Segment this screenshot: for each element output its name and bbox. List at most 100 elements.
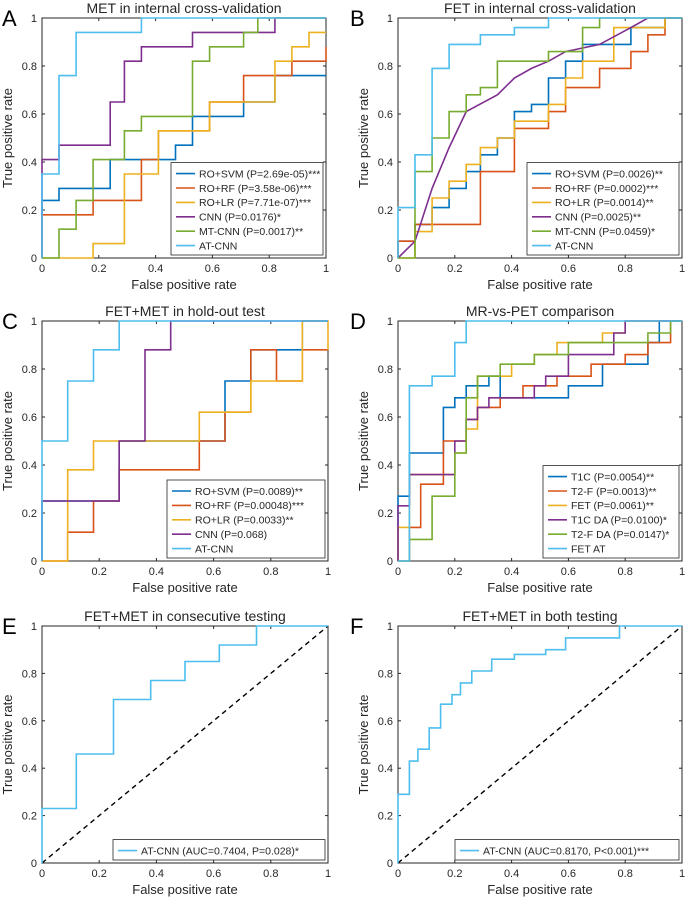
x-tick-label: 0.8 [263,868,278,880]
x-tick-label: 0.4 [149,566,164,578]
x-tick-label: 0 [39,868,45,880]
x-tick-label: 1 [325,566,331,578]
legend-entry: T1C (P=0.0054)** [571,471,654,483]
legend-entry: CNN (P=0.068) [195,529,267,541]
y-tick-label: 0.4 [22,763,37,775]
legend-entry: AT-CNN (AUC=0.7404, P=0.028)* [141,845,299,857]
y-tick-label: 1 [31,316,37,328]
y-axis-label: True positive rate [356,88,371,188]
legend-entry: RO+LR (P=7.71e-07)*** [199,197,311,209]
legend-box [112,839,326,861]
y-tick-label: 1 [387,621,393,633]
roc-series-line [398,320,682,562]
chart-title: MET in internal cross-validation [86,0,281,16]
roc-series-line [41,320,328,561]
x-tick-label: 0.4 [149,868,164,880]
x-tick-label: 1 [325,868,331,880]
legend: RO+SVM (P=0.0026)** RO+RF (P=0.0002)*** RO… [526,162,680,256]
x-tick-label: 0.2 [92,566,107,578]
legend-box [526,162,680,256]
roc-series-line [398,17,682,259]
x-axis-label: False positive rate [132,580,238,595]
y-tick-label: 1 [31,13,37,25]
y-tick-label: 0.4 [22,460,37,472]
panel-letter: D [350,309,366,334]
legend-entry: RO+RF (P=0.00048)*** [195,500,304,512]
legend-entry: AT-CNN (AUC=0.8170, P<0.001)*** [483,845,649,857]
y-tick-label: 0 [31,253,37,265]
legend: RO+SVM (P=0.0089)** RO+RF (P=0.00048)*** R… [166,479,326,559]
chance-diagonal [41,625,329,864]
x-tick-label: 0 [395,868,401,880]
x-tick-label: 0 [395,263,401,275]
roc-series-line [398,320,682,562]
x-tick-label: 0.8 [618,263,633,275]
chart-panel-d: D MR-vs-PET comparison 0 0.2 0.4 0.6 0.8 1 0 0.2 0… [350,303,685,595]
legend-entry: AT-CNN [555,240,593,252]
y-tick-label: 0.2 [378,205,393,217]
y-axis-label: True positive rate [0,88,15,188]
x-tick-label: 0 [395,566,401,578]
y-tick-label: 0 [387,556,393,568]
x-axis-label: False positive rate [131,277,237,292]
y-tick-label: 0.2 [22,811,37,823]
legend-entry: RO+RF (P=3.58e-06)*** [199,183,312,195]
x-tick-label: 0.8 [262,263,277,275]
roc-series-line [42,31,326,259]
y-tick-label: 0.4 [22,157,37,169]
y-tick-label: 0.8 [22,61,37,73]
x-tick-label: 0.2 [91,263,106,275]
legend-entry: FET AT [571,543,606,555]
legend-entry: RO+SVM (P=2.69e-05)*** [199,168,320,180]
x-tick-label: 0.2 [447,566,462,578]
legend-entry: RO+LR (P=0.0014)** [555,197,654,209]
x-tick-label: 0.6 [205,263,220,275]
y-tick-label: 0.4 [378,157,393,169]
legend: AT-CNN (AUC=0.8170, P<0.001)*** [454,839,680,861]
y-tick-label: 0 [387,858,393,870]
y-tick-label: 0.6 [22,412,37,424]
roc-series-line [397,320,682,561]
y-axis-label: True positive rate [356,391,371,491]
legend-box [542,465,680,559]
x-tick-label: 0.8 [618,868,633,880]
legend-entry: CNN (P=0.0025)** [555,212,641,224]
x-tick-label: 0.4 [504,263,519,275]
chart-title: MR-vs-PET comparison [466,303,614,319]
x-tick-label: 1 [679,566,685,578]
y-tick-label: 0.8 [22,364,37,376]
roc-series-line [42,17,326,259]
legend-entry: RO+LR (P=0.0033)** [195,515,294,527]
y-tick-label: 0.4 [378,763,393,775]
x-axis-label: False positive rate [487,277,593,292]
legend-entry: RO+SVM (P=0.0026)** [555,168,663,180]
legend: T1C (P=0.0054)** T2-F (P=0.0013)** FET (P=… [542,465,680,559]
y-tick-label: 0 [31,556,37,568]
panel-letter: B [350,6,365,31]
legend-entry: RO+RF (P=0.0002)*** [555,183,658,195]
legend-box [170,162,324,256]
y-axis-label: True positive rate [356,695,371,795]
legend: AT-CNN (AUC=0.7404, P=0.028)* [112,839,326,861]
x-tick-label: 0 [39,566,45,578]
legend-entry: T2-F DA (P=0.0147)* [571,529,669,541]
panel-letter: C [2,309,18,334]
x-tick-label: 1 [679,263,685,275]
y-tick-label: 0.6 [22,716,37,728]
roc-series-line [397,17,682,258]
x-tick-label: 0.8 [618,566,633,578]
y-tick-label: 0 [31,858,37,870]
roc-series-line [398,17,682,259]
roc-series-line [42,320,329,562]
y-tick-label: 0.8 [378,61,393,73]
x-tick-label: 0.4 [504,868,519,880]
legend-entry: RO+SVM (P=0.0089)** [195,486,303,498]
x-tick-label: 0.6 [206,868,221,880]
legend: RO+SVM (P=2.69e-05)*** RO+RF (P=3.58e-06)… [170,162,324,256]
x-axis-label: False positive rate [487,882,593,897]
legend-entry: CNN (P=0.0176)* [199,212,281,224]
panel-letter: E [2,614,17,639]
x-tick-label: 1 [679,868,685,880]
chart-title: FET+MET in consecutive testing [84,608,286,624]
